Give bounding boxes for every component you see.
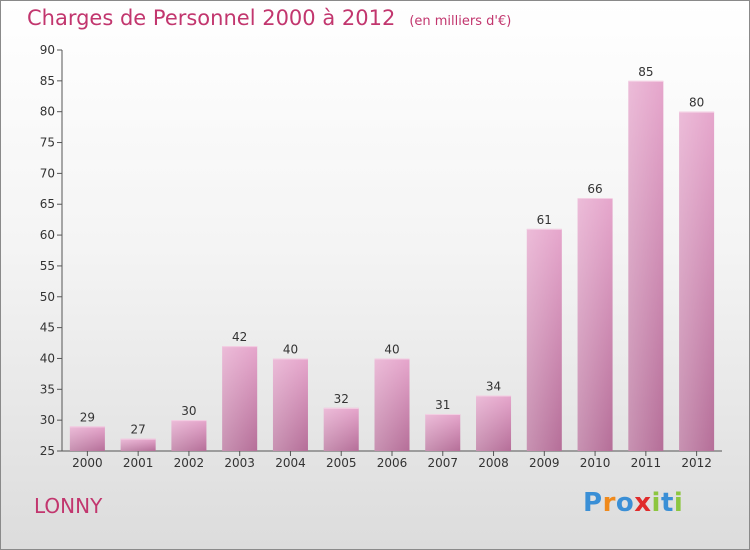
x-tick-label: 2006 [377,456,408,470]
value-label: 66 [587,182,602,196]
y-tick-label: 45 [40,321,55,335]
y-tick-label: 60 [40,228,55,242]
y-tick-label: 25 [40,444,55,458]
bar-highlight [222,346,258,451]
value-label: 34 [486,379,501,393]
bar-highlight [323,407,359,451]
commune-name: LONNY [34,494,103,518]
logo-letter: i [651,488,661,518]
y-tick-label: 65 [40,197,55,211]
bar-highlight [171,420,207,451]
title-text: Charges de Personnel 2000 à 2012 [27,6,396,30]
logo-letter: P [583,488,603,518]
unit-text: (en milliers d'€) [409,14,512,29]
bar-highlight [577,198,613,451]
value-labels: 29 27 30 42 40 32 40 31 34 61 66 85 80 [80,65,705,437]
x-tick-label: 2004 [275,456,306,470]
bar-highlight [476,395,512,451]
y-tick-label: 35 [40,382,55,396]
x-tick-label: 2009 [529,456,560,470]
x-tick-label: 2007 [427,456,458,470]
x-tick-label: 2005 [326,456,357,470]
bar-highlight [679,111,715,451]
value-label: 32 [334,392,349,406]
bars [69,80,715,451]
y-tick-label: 70 [40,166,55,180]
value-label: 40 [283,342,298,356]
y-tick-label: 85 [40,74,55,88]
bar-highlight [374,358,410,451]
logo-letter: i [673,488,684,518]
y-tick-label: 55 [40,259,55,273]
value-label: 31 [435,398,450,412]
bar-highlight [120,438,156,451]
value-label: 80 [689,96,704,110]
value-label: 40 [384,342,399,356]
y-tick-label: 90 [40,43,55,57]
logo-letter: o [615,488,635,518]
y-tick-label: 40 [40,351,55,365]
x-tick-label: 2002 [174,456,205,470]
y-tick-label: 50 [40,290,55,304]
proxiti-logo: Proxiti [583,488,683,518]
bar-highlight [526,228,562,451]
x-tick-label: 2001 [123,456,154,470]
logo-letter: x [634,488,652,518]
y-tick-label: 30 [40,413,55,427]
x-tick-label: 2012 [681,456,712,470]
value-label: 30 [181,404,196,418]
x-tick-label: 2000 [72,456,103,470]
x-tick-label: 2011 [631,456,662,470]
x-tick-label: 2003 [224,456,255,470]
chart-title: Charges de Personnel 2000 à 2012 (en mill… [27,6,511,30]
y-tick-label: 75 [40,136,55,150]
bar-highlight [628,80,664,451]
y-tick-label: 80 [40,105,55,119]
value-label: 29 [80,410,95,424]
value-label: 27 [131,423,146,437]
value-label: 61 [537,213,552,227]
x-tick-label: 2008 [478,456,509,470]
bar-highlight [272,358,308,451]
bar-highlight [69,426,105,451]
logo-letter: r [602,488,616,518]
bar-highlight [425,413,461,451]
logo-letter: t [660,488,674,518]
value-label: 85 [638,65,653,79]
value-label: 42 [232,330,247,344]
x-tick-label: 2010 [580,456,611,470]
